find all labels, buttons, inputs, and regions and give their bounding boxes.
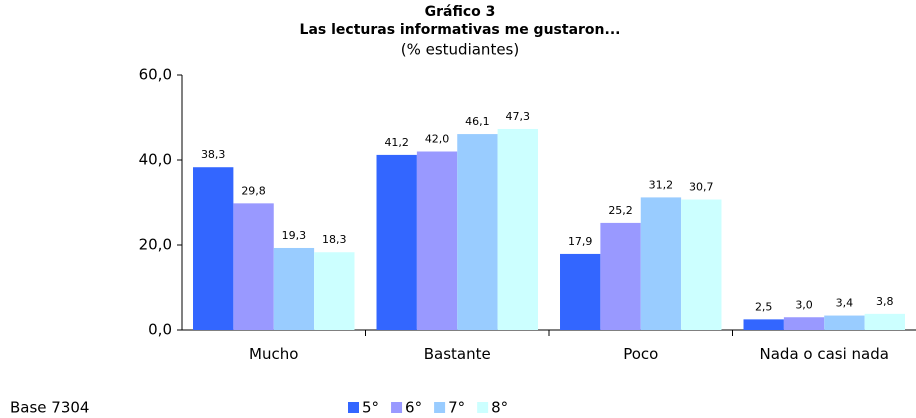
y-tick-label: 20,0 (139, 236, 172, 254)
y-tick-label: 40,0 (139, 151, 172, 169)
bar (497, 128, 538, 330)
bar (743, 319, 784, 330)
legend-label: 6° (405, 399, 422, 417)
value-label: 2,5 (755, 300, 773, 313)
x-tick-label: Poco (623, 345, 659, 363)
value-label: 47,3 (506, 110, 531, 123)
value-label: 31,2 (649, 178, 674, 191)
bar (600, 222, 641, 330)
bar (273, 247, 315, 330)
x-tick-label: Bastante (423, 345, 491, 363)
value-label: 38,3 (201, 148, 226, 161)
bar (193, 167, 234, 330)
value-label: 25,2 (608, 204, 633, 217)
value-label: 29,8 (241, 184, 266, 197)
x-tick-label: Nada o casi nada (759, 345, 889, 363)
x-tick-label: Mucho (249, 345, 299, 363)
legend-label: 8° (491, 399, 508, 417)
bar (640, 197, 682, 330)
legend-swatch (348, 402, 359, 413)
bar (783, 317, 825, 330)
legend-label: 7° (448, 399, 465, 417)
value-label: 30,7 (689, 181, 714, 194)
bar (560, 253, 601, 330)
bar (233, 203, 274, 330)
legend-swatch (434, 402, 446, 413)
bar (416, 151, 458, 330)
bar (376, 154, 417, 330)
bar (681, 199, 722, 330)
value-label: 42,0 (425, 133, 450, 146)
value-label: 17,9 (568, 235, 593, 248)
value-label: 46,1 (465, 115, 490, 128)
value-label: 41,2 (384, 136, 409, 149)
chart-subtitle: Las lecturas informativas me gustaron... (300, 22, 621, 38)
value-label: 19,3 (282, 229, 307, 242)
legend-swatch (477, 402, 489, 413)
value-label: 3,0 (795, 298, 813, 311)
bar (314, 252, 355, 330)
bar (824, 315, 865, 330)
legend-label: 5° (362, 399, 379, 417)
value-label: 3,8 (876, 295, 894, 308)
value-label: 18,3 (322, 233, 347, 246)
legend-swatch (391, 402, 403, 413)
value-label: 3,4 (836, 297, 854, 310)
bar (457, 134, 498, 330)
chart-title: Gráfico 3 (425, 4, 496, 20)
chart-note: (% estudiantes) (401, 41, 519, 59)
y-tick-label: 0,0 (148, 321, 172, 339)
footer: Base 7304 (10, 399, 89, 417)
y-tick-label: 60,0 (139, 66, 172, 84)
bar (864, 313, 905, 330)
